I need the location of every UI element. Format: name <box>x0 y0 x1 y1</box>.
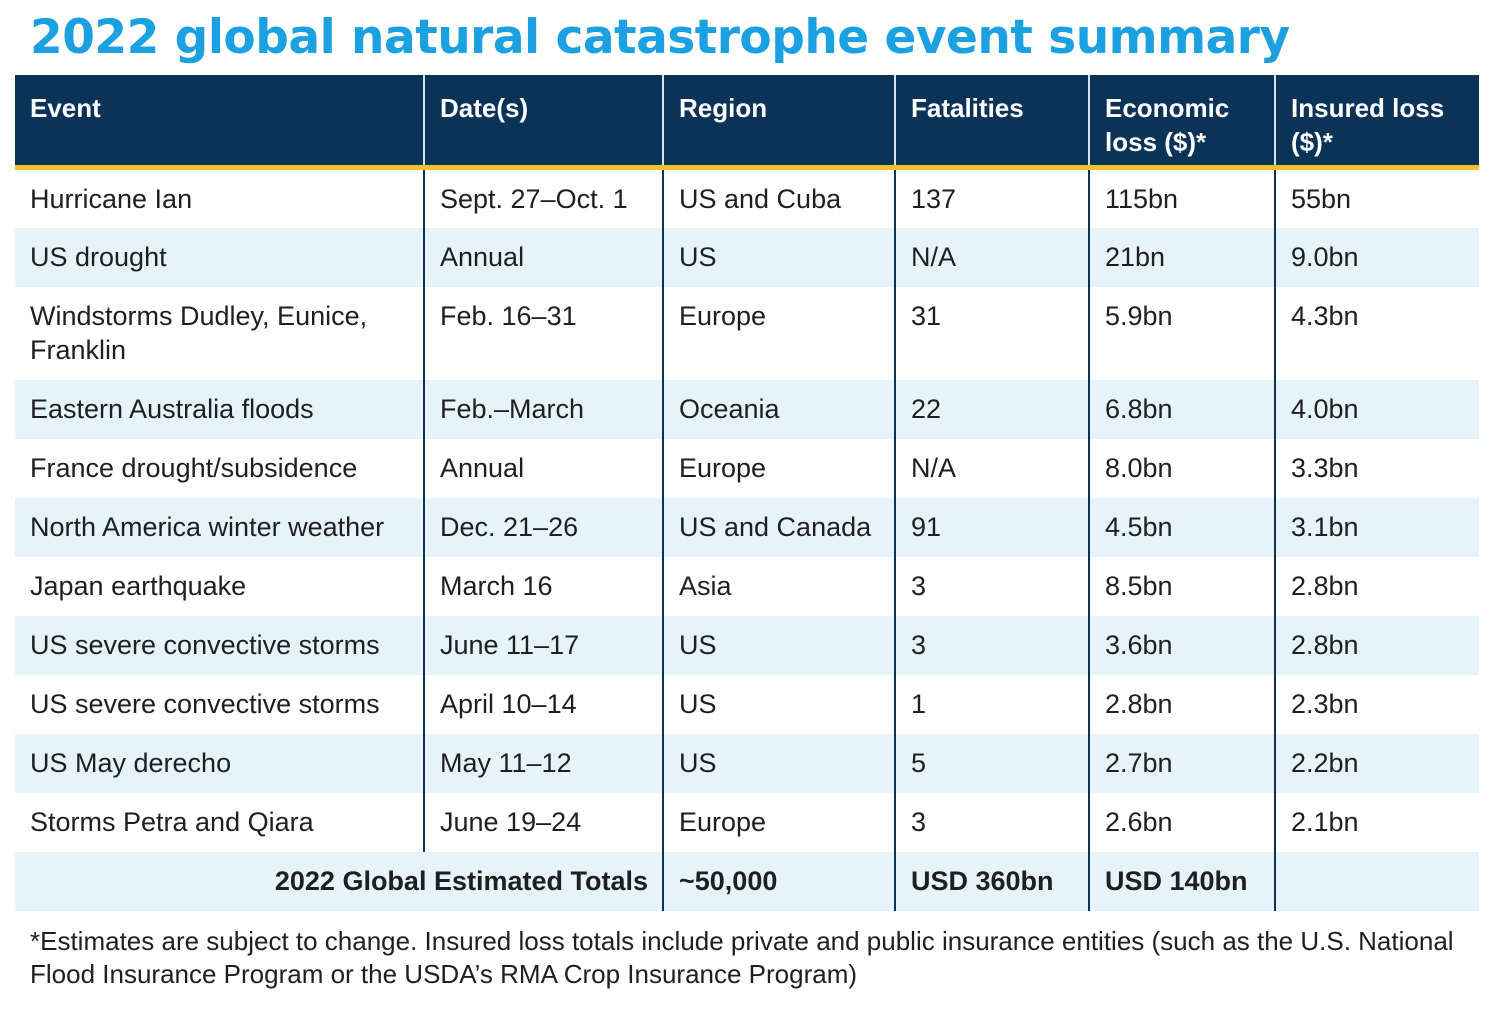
table-row: Japan earthquake March 16 Asia 3 8.5bn 2.8bn <box>15 557 1479 616</box>
table-cell: 2.2bn <box>1274 734 1479 793</box>
table-cell: North America winter weather <box>15 498 424 557</box>
totals-label: 2022 Global Estimated Totals <box>15 852 663 911</box>
table-cell: 4.3bn <box>1274 287 1479 380</box>
table-row: France drought/subsidence Annual Europe N/A… <box>15 439 1479 498</box>
column-header: Fatalities <box>894 75 1089 170</box>
totals-row: 2022 Global Estimated Totals ~50,000 USD 3… <box>15 852 1479 911</box>
table-cell: June 11–17 <box>423 616 663 675</box>
table-row: US May derecho May 11–12 US 5 2.7bn 2.2bn <box>15 734 1479 793</box>
table-cell: 1 <box>894 675 1089 734</box>
header-row: Event Date(s) Region Fatalities Economic los… <box>15 75 1479 170</box>
table-cell: Oceania <box>662 380 895 439</box>
table-cell: 3 <box>894 793 1089 852</box>
table-cell: US severe convective storms <box>15 616 424 675</box>
table-cell: US and Cuba <box>662 167 895 228</box>
table-cell: US <box>662 616 895 675</box>
table-cell: Feb. 16–31 <box>423 287 663 380</box>
table-cell: US <box>662 734 895 793</box>
table-cell: 55bn <box>1274 167 1479 228</box>
table-cell: Europe <box>662 439 895 498</box>
table-cell: Asia <box>662 557 895 616</box>
table-cell: 3 <box>894 616 1089 675</box>
table-cell: 4.0bn <box>1274 380 1479 439</box>
table-cell: Europe <box>662 793 895 852</box>
footnote: *Estimates are subject to change. Insure… <box>30 926 1454 989</box>
table-cell: Japan earthquake <box>15 557 424 616</box>
table-row: US severe convective storms June 11–17 US 3… <box>15 616 1479 675</box>
totals-economic-loss: USD 360bn <box>894 852 1089 911</box>
table-cell: April 10–14 <box>423 675 663 734</box>
table-cell: 31 <box>894 287 1089 380</box>
totals-insured-loss: USD 140bn <box>1088 852 1275 911</box>
table-cell: Eastern Australia floods <box>15 380 424 439</box>
table-cell: US <box>662 228 895 287</box>
table-row: Windstorms Dudley, Eunice, Franklin Feb. … <box>15 287 1479 380</box>
table-cell: US drought <box>15 228 424 287</box>
table-row: Hurricane Ian Sept. 27–Oct. 1 US and Cuba 1… <box>15 167 1479 228</box>
table-cell: May 11–12 <box>423 734 663 793</box>
table-cell: US <box>662 675 895 734</box>
table-cell: US severe convective storms <box>15 675 424 734</box>
table-cell: 2.7bn <box>1088 734 1275 793</box>
table-cell: 9.0bn <box>1274 228 1479 287</box>
table-cell: March 16 <box>423 557 663 616</box>
table-cell: 2.8bn <box>1274 557 1479 616</box>
column-header: Region <box>662 75 895 170</box>
table-cell: Europe <box>662 287 895 380</box>
table-row: Storms Petra and Qiara June 19–24 Europe 3 2… <box>15 793 1479 852</box>
column-header: Event <box>15 75 424 170</box>
column-header: Insured loss ($)* <box>1274 75 1479 170</box>
page-title: 2022 global natural catastrophe event su… <box>30 10 1290 65</box>
table-body: Hurricane Ian Sept. 27–Oct. 1 US and Cuba 1… <box>15 167 1479 911</box>
table-cell: 3.6bn <box>1088 616 1275 675</box>
table-cell: US and Canada <box>662 498 895 557</box>
totals-empty <box>1274 852 1479 911</box>
table-cell: 2.1bn <box>1274 793 1479 852</box>
table-row: US drought Annual US N/A 21bn 9.0bn <box>15 228 1479 287</box>
table-cell: 6.8bn <box>1088 380 1275 439</box>
table-cell: France drought/subsidence <box>15 439 424 498</box>
table-cell: 2.8bn <box>1088 675 1275 734</box>
table-cell: 115bn <box>1088 167 1275 228</box>
table-cell: 8.5bn <box>1088 557 1275 616</box>
table-row: US severe convective storms April 10–14 US… <box>15 675 1479 734</box>
table-row: North America winter weather Dec. 21–26 US… <box>15 498 1479 557</box>
catastrophe-table: Event Date(s) Region Fatalities Economic los… <box>15 75 1479 911</box>
table-cell: Windstorms Dudley, Eunice, Franklin <box>15 287 424 380</box>
table-cell: 21bn <box>1088 228 1275 287</box>
table-cell: Sept. 27–Oct. 1 <box>423 167 663 228</box>
table-cell: N/A <box>894 439 1089 498</box>
table-cell: 5 <box>894 734 1089 793</box>
table-cell: N/A <box>894 228 1089 287</box>
table-cell: 3 <box>894 557 1089 616</box>
table-cell: 22 <box>894 380 1089 439</box>
table-cell: Dec. 21–26 <box>423 498 663 557</box>
table-cell: Annual <box>423 228 663 287</box>
table-cell: 8.0bn <box>1088 439 1275 498</box>
column-header: Date(s) <box>423 75 663 170</box>
table-cell: 137 <box>894 167 1089 228</box>
table-cell: June 19–24 <box>423 793 663 852</box>
column-header: Economic loss ($)* <box>1088 75 1275 170</box>
table-cell: 3.3bn <box>1274 439 1479 498</box>
table-row: Eastern Australia floods Feb.–March Oceani… <box>15 380 1479 439</box>
table-cell: 3.1bn <box>1274 498 1479 557</box>
table-cell: Hurricane Ian <box>15 167 424 228</box>
table-cell: Annual <box>423 439 663 498</box>
table-cell: 2.3bn <box>1274 675 1479 734</box>
totals-fatalities: ~50,000 <box>662 852 895 911</box>
table-cell: 2.6bn <box>1088 793 1275 852</box>
table-header: Event Date(s) Region Fatalities Economic los… <box>15 75 1479 170</box>
table-cell: Storms Petra and Qiara <box>15 793 424 852</box>
table-cell: 5.9bn <box>1088 287 1275 380</box>
table-cell: Feb.–March <box>423 380 663 439</box>
table-cell: 91 <box>894 498 1089 557</box>
table-cell: 4.5bn <box>1088 498 1275 557</box>
table-cell: 2.8bn <box>1274 616 1479 675</box>
table-cell: US May derecho <box>15 734 424 793</box>
